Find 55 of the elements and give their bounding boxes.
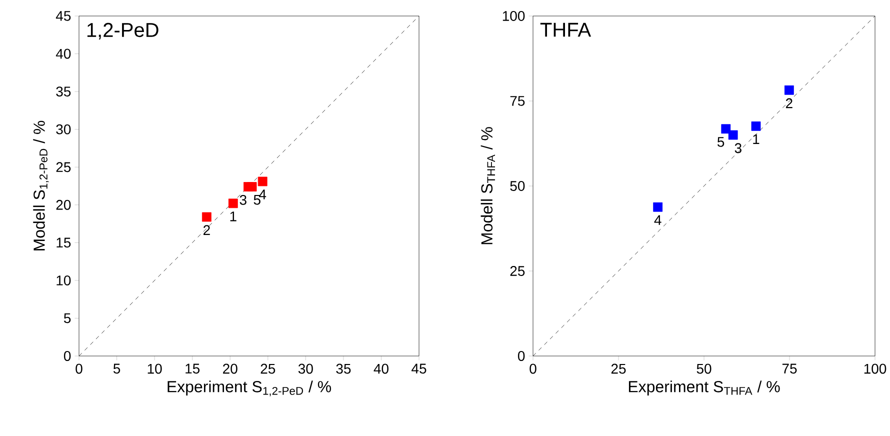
x-tick-label: 25: [611, 364, 626, 374]
point: [653, 202, 663, 212]
y-tick-label: 15: [56, 238, 71, 248]
point: [202, 212, 212, 222]
y-tick-label: 10: [56, 275, 71, 286]
annotation: 2: [204, 225, 210, 235]
annotation: 3: [240, 194, 246, 205]
y-tick-label: 100: [502, 11, 525, 21]
x-tick-label: 50: [696, 364, 712, 374]
y-tick-label: 20: [56, 200, 71, 210]
point: [721, 124, 731, 134]
annotation: 1: [230, 212, 236, 222]
x-tick-label: 10: [148, 364, 162, 374]
annotation: 4: [259, 190, 266, 200]
point: [784, 85, 794, 95]
point: [247, 182, 257, 192]
x-axis-title: Experiment S$_{THFA}$ / %: [628, 380, 780, 396]
annotation: 5: [254, 194, 260, 205]
x-tick-label: 25: [260, 364, 276, 374]
chart-title: 1,2-PeD: [87, 22, 158, 40]
y-tick-label: 45: [56, 11, 71, 21]
y-tick-label: 5: [64, 313, 71, 324]
x-tick-label: 0: [530, 364, 536, 374]
annotation: 4: [654, 215, 662, 225]
x-tick-label: 75: [782, 364, 797, 374]
x-tick-label: 100: [864, 364, 886, 374]
annotation: 2: [786, 98, 792, 108]
x-tick-label: 35: [336, 364, 351, 374]
y-tick-label: 30: [56, 124, 71, 134]
annotation: 1: [753, 134, 760, 144]
point: [228, 198, 238, 208]
x-tick-label: 0: [76, 364, 82, 374]
x-tick-label: 45: [412, 364, 426, 374]
y-tick-label: 35: [56, 86, 71, 97]
point: [728, 130, 738, 140]
x-tick-label: 15: [186, 364, 200, 374]
x-tick-label: 20: [223, 364, 238, 374]
y-tick-label: 50: [510, 181, 525, 191]
x-axis-title: Experiment S$_{1,2-PeD}$ / %: [168, 380, 332, 396]
y-tick-label: 75: [510, 96, 525, 106]
x-tick-label: 40: [374, 364, 388, 374]
point: [258, 176, 268, 186]
y-tick-label: 25: [56, 162, 71, 172]
y-tick-label: 0: [64, 351, 71, 361]
y-axis-title: Modell S$_{1,2-PeD}$ / %: [33, 120, 49, 250]
x-tick-label: 5: [113, 364, 120, 374]
point: [751, 121, 761, 131]
y-axis-title: Modell S$_{THFA}$ / %: [480, 127, 495, 244]
chart-title: THFA: [540, 22, 592, 37]
x-tick-label: 30: [298, 364, 313, 374]
y-tick-label: 0: [518, 351, 525, 361]
y-tick-label: 40: [56, 48, 71, 59]
annotation: 5: [717, 137, 724, 147]
annotation: 3: [734, 143, 742, 154]
y-tick-label: 25: [510, 266, 525, 276]
